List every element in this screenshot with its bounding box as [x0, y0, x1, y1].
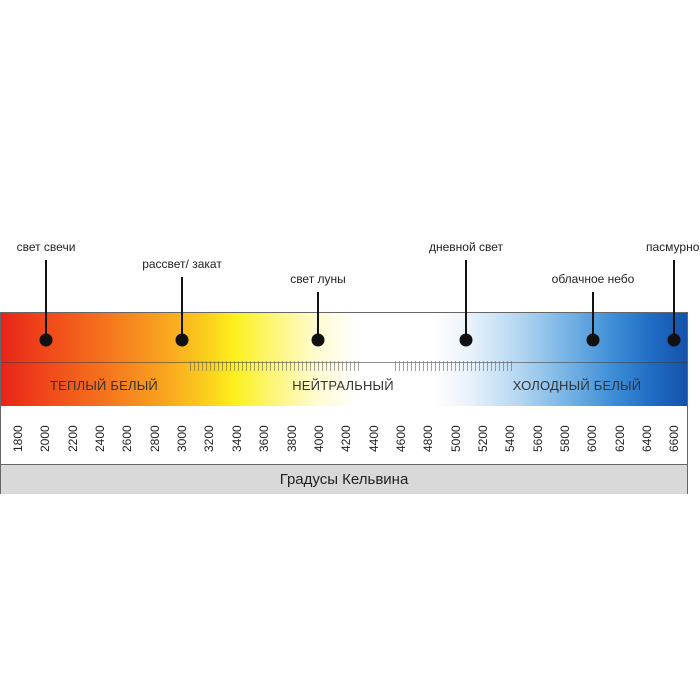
marker-label-candle: свет свечи — [16, 240, 76, 254]
marker-label-daylight: дневной свет — [428, 240, 504, 254]
tick-label: 4800 — [421, 425, 436, 452]
tick-label: 5000 — [448, 425, 463, 452]
tick-label: 5600 — [530, 425, 545, 452]
tick-label: 5200 — [475, 425, 490, 452]
marker-stem-sunrise — [181, 277, 183, 340]
tick-label: 3400 — [229, 425, 244, 452]
marker-label-cloudy: облачное небо — [551, 272, 635, 286]
marker-dot-overcast — [667, 333, 681, 347]
tick-label: 6200 — [612, 425, 627, 452]
tick-label: 5400 — [503, 425, 518, 452]
tick-label: 2200 — [65, 425, 80, 452]
tick-label: 6600 — [667, 425, 682, 452]
tick-label: 5800 — [558, 425, 572, 452]
marker-stem-cloudy — [592, 292, 594, 340]
marker-label-sunrise: рассвет/ закат — [142, 257, 222, 271]
tick-label: 2800 — [147, 425, 162, 452]
color-spectrum-bar — [1, 313, 687, 406]
tick-label: 6400 — [640, 425, 655, 452]
tick-label: 2400 — [93, 425, 108, 452]
tick-label: 3000 — [175, 425, 190, 452]
tick-label: 4600 — [393, 425, 408, 452]
zone-label-neutral: НЕЙТРАЛЬНЫЙ — [292, 378, 394, 393]
tick-label: 2000 — [38, 425, 53, 452]
tick-label: 4400 — [366, 425, 381, 452]
marker-label-moon: свет луны — [290, 272, 346, 286]
zone-label-warm: ТЕПЛЫЙ БЕЛЫЙ — [50, 378, 158, 393]
marker-label-overcast: пасмурно — [646, 240, 700, 254]
tick-label: 1800 — [11, 425, 25, 452]
kelvin-tick-row — [1, 406, 687, 464]
transition-hatch-warm-neutral — [190, 361, 360, 371]
marker-stem-daylight — [465, 260, 467, 340]
scale-unit-label: Градусы Кельвина — [279, 471, 409, 488]
marker-dot-moon — [311, 333, 325, 347]
tick-label: 4200 — [339, 425, 354, 452]
tick-label: 3200 — [202, 425, 217, 452]
tick-label: 2600 — [120, 425, 135, 452]
marker-dot-sunrise — [175, 333, 189, 347]
marker-stem-candle — [45, 260, 47, 340]
tick-label: 3800 — [284, 425, 299, 452]
scale-caption: Градусы Кельвина — [1, 464, 687, 494]
transition-hatch-neutral-cool — [395, 361, 515, 371]
tick-label: 3600 — [257, 425, 272, 452]
marker-stem-moon — [317, 292, 319, 340]
tick-label: 4000 — [311, 425, 326, 452]
marker-dot-cloudy — [586, 333, 600, 347]
zone-label-cool: ХОЛОДНЫЙ БЕЛЫЙ — [512, 378, 642, 393]
tick-label: 6000 — [585, 425, 600, 452]
marker-dot-candle — [39, 333, 53, 347]
marker-dot-daylight — [459, 333, 473, 347]
marker-stem-overcast — [673, 260, 675, 340]
